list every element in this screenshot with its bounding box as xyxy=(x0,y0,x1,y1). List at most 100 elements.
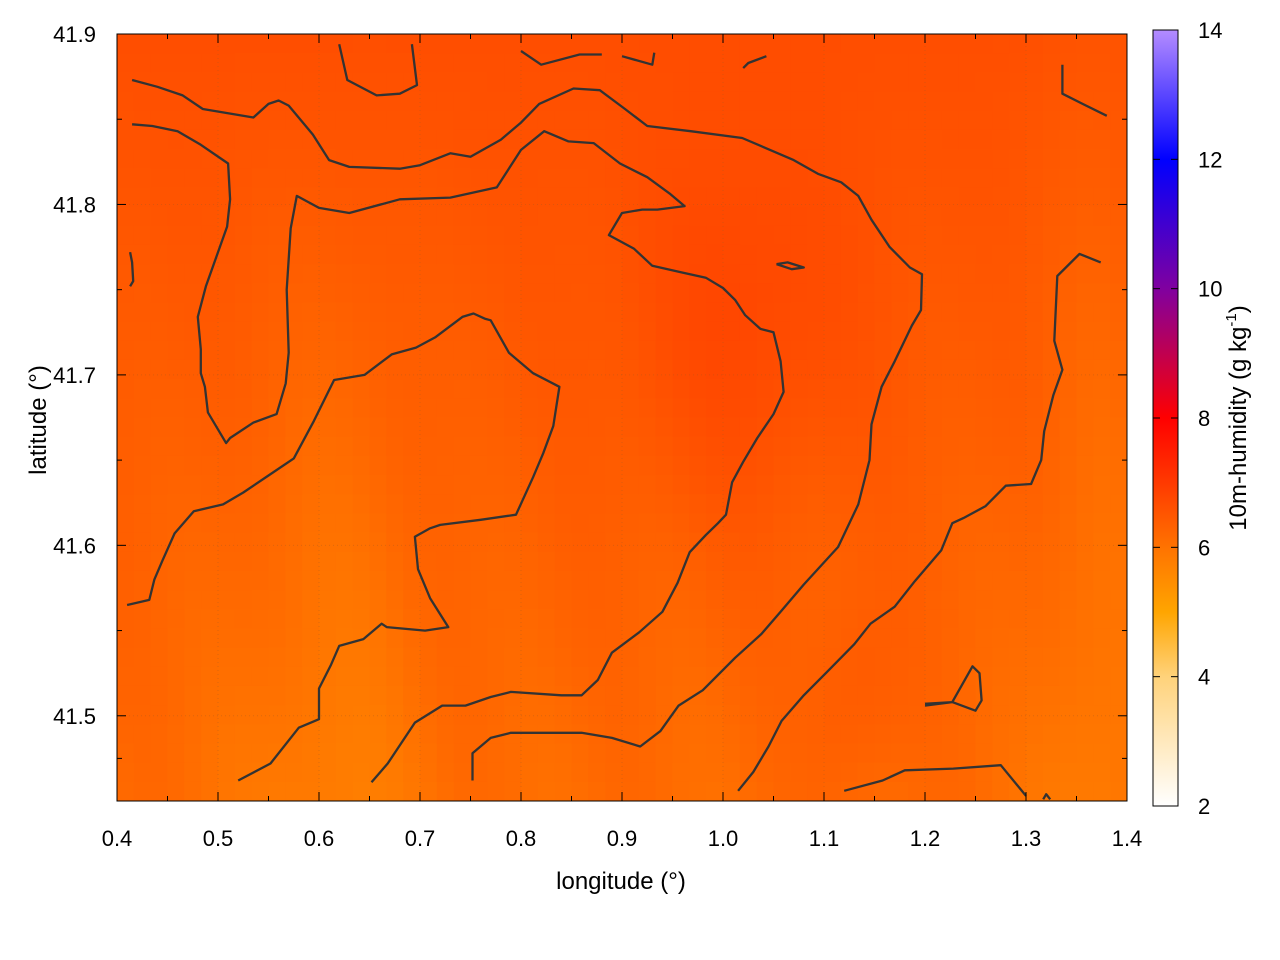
field-cell xyxy=(234,321,253,342)
field-cell xyxy=(369,225,387,246)
field-cell xyxy=(268,110,286,131)
field-cell xyxy=(403,34,421,54)
field-cell xyxy=(487,762,505,783)
field-cell xyxy=(622,762,640,783)
field-cell xyxy=(655,762,674,783)
field-cell xyxy=(386,359,404,380)
field-cell xyxy=(840,168,859,188)
field-cell xyxy=(554,762,573,783)
field-cell xyxy=(117,91,135,112)
field-cell xyxy=(857,513,876,534)
field-cell xyxy=(234,244,253,265)
field-cell xyxy=(739,590,758,610)
field-cell xyxy=(773,321,791,342)
field-cell xyxy=(588,705,606,725)
field-cell xyxy=(1076,53,1094,73)
field-cell xyxy=(975,34,993,54)
field-cell xyxy=(1059,34,1078,54)
field-cell xyxy=(285,91,303,112)
field-cell xyxy=(622,91,640,112)
field-cell xyxy=(958,225,977,246)
field-cell xyxy=(133,340,152,361)
field-cell xyxy=(521,551,539,572)
field-cell xyxy=(706,513,724,534)
field-cell xyxy=(453,129,472,150)
field-cell xyxy=(891,455,909,476)
field-cell xyxy=(352,34,371,54)
field-cell xyxy=(504,283,522,304)
field-cell xyxy=(302,149,320,169)
field-cell xyxy=(840,743,859,764)
field-cell xyxy=(1009,685,1027,706)
field-cell xyxy=(285,781,303,801)
field-cell xyxy=(807,609,825,630)
field-cell xyxy=(622,455,640,476)
field-cell xyxy=(335,321,354,342)
field-cell xyxy=(504,455,522,476)
field-cell xyxy=(857,53,876,73)
field-cell xyxy=(386,647,404,668)
field-cell xyxy=(184,436,202,457)
field-cell xyxy=(504,609,522,630)
field-cell xyxy=(352,225,371,246)
field-cell xyxy=(857,283,876,304)
field-cell xyxy=(824,34,842,54)
field-cell xyxy=(857,225,876,246)
field-cell xyxy=(756,283,775,304)
field-cell xyxy=(622,494,640,514)
field-cell xyxy=(1110,187,1127,208)
field-cell xyxy=(655,91,674,112)
field-cell xyxy=(487,724,505,745)
field-cell xyxy=(302,628,320,649)
field-cell xyxy=(1042,532,1061,553)
field-cell xyxy=(925,781,943,801)
field-cell xyxy=(335,225,354,246)
field-cell xyxy=(588,590,606,610)
field-cell xyxy=(335,513,354,534)
field-cell xyxy=(1076,72,1094,93)
colorbar-label: 10m-humidity (g kg-1) xyxy=(1223,305,1252,530)
field-cell xyxy=(184,647,202,668)
field-cell xyxy=(234,762,253,783)
field-cell xyxy=(622,666,640,687)
field-cell xyxy=(672,244,690,265)
field-cell xyxy=(824,666,842,687)
field-cell xyxy=(234,398,253,419)
field-cell xyxy=(470,91,488,112)
field-cell xyxy=(554,609,573,630)
field-cell xyxy=(201,647,219,668)
field-cell xyxy=(807,570,825,591)
field-cell xyxy=(319,705,337,725)
field-cell xyxy=(824,187,842,208)
field-cell xyxy=(436,53,455,73)
field-cell xyxy=(453,436,472,457)
field-cell xyxy=(537,340,556,361)
field-cell xyxy=(925,494,943,514)
field-cell xyxy=(201,53,219,73)
field-cell xyxy=(807,302,825,323)
field-cell xyxy=(1093,455,1111,476)
field-cell xyxy=(521,321,539,342)
field-cell xyxy=(941,302,960,323)
field-cell xyxy=(891,302,909,323)
field-cell xyxy=(857,340,876,361)
field-cell xyxy=(1009,647,1027,668)
field-cell xyxy=(302,398,320,419)
field-cell xyxy=(133,168,152,188)
field-cell xyxy=(537,34,556,54)
field-cell xyxy=(605,264,623,284)
field-cell xyxy=(504,475,522,495)
field-cell xyxy=(958,762,977,783)
field-cell xyxy=(319,551,337,572)
field-cell xyxy=(1042,475,1061,495)
field-cell xyxy=(369,168,387,188)
field-cell xyxy=(992,743,1010,764)
field-cell xyxy=(739,91,758,112)
field-cell xyxy=(1042,187,1061,208)
field-cell xyxy=(1059,417,1078,438)
field-cell xyxy=(487,359,505,380)
field-cell xyxy=(521,570,539,591)
field-cell xyxy=(1076,34,1094,54)
field-cell xyxy=(420,129,438,150)
field-cell xyxy=(1009,244,1027,265)
